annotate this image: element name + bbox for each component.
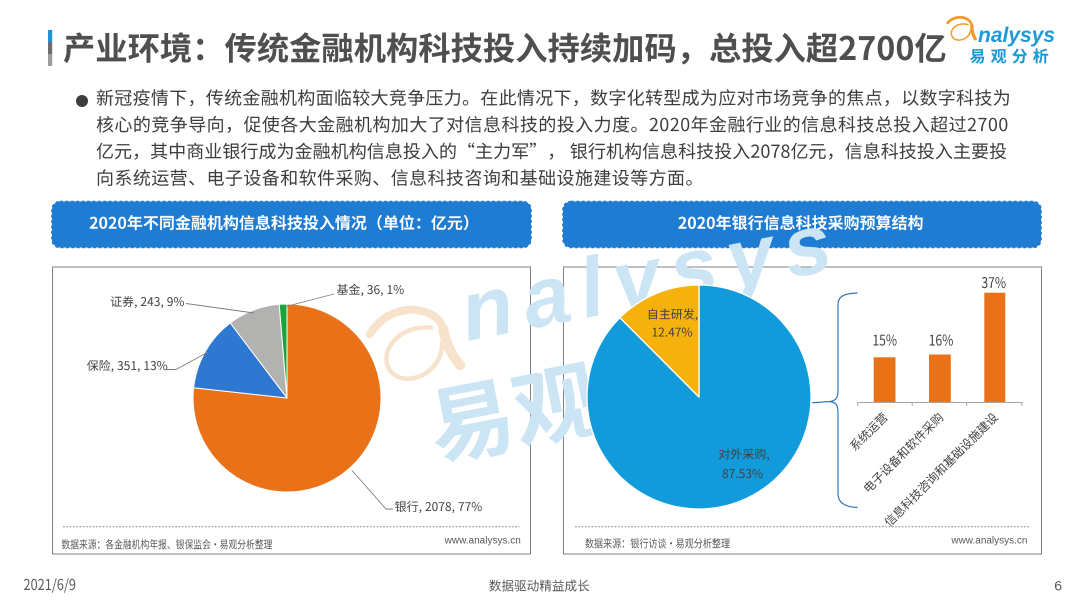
- svg-text:www.analysys.cn: www.analysys.cn: [444, 536, 521, 547]
- svg-text:www.analysys.cn: www.analysys.cn: [950, 536, 1027, 547]
- svg-text:6: 6: [1054, 578, 1062, 594]
- svg-text:nalysys: nalysys: [978, 24, 1055, 47]
